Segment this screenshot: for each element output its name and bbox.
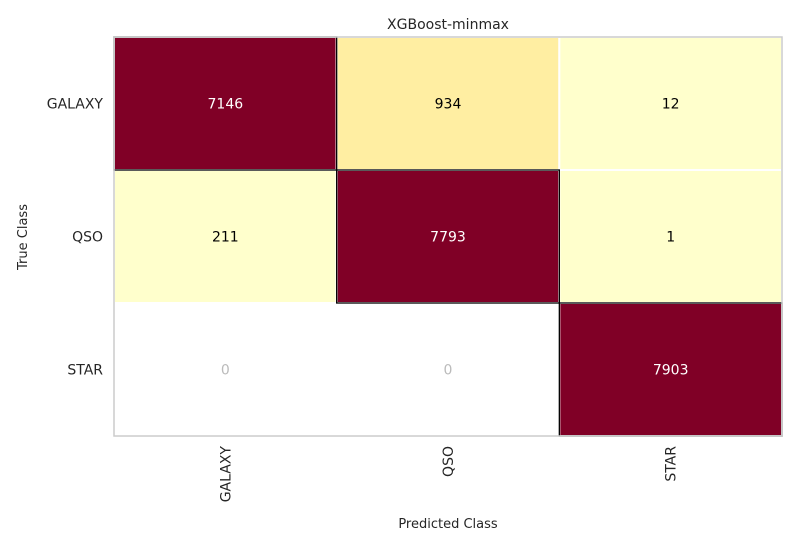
cell-label: 7903 bbox=[653, 363, 689, 379]
cell-label: 0 bbox=[221, 363, 230, 379]
heatmap-cells bbox=[113, 36, 783, 437]
diagonal-border bbox=[336, 169, 560, 304]
cell-qso-qso bbox=[335, 169, 561, 304]
y-tick-label: STAR bbox=[67, 363, 103, 379]
cell-label: 7146 bbox=[208, 97, 244, 113]
plot-frame bbox=[113, 36, 783, 437]
tick-labels: GALAXY QSO STAR GALAXY QSO STAR bbox=[47, 97, 680, 503]
cell-galaxy-galaxy bbox=[113, 36, 338, 171]
cell-label: 7793 bbox=[430, 230, 466, 246]
cell-label: 934 bbox=[435, 97, 462, 113]
x-tick-label: STAR bbox=[664, 446, 680, 482]
cell-label: 1 bbox=[666, 230, 675, 246]
cell-galaxy-qso bbox=[335, 36, 561, 171]
y-tick-label: GALAXY bbox=[47, 97, 104, 113]
cell-label: 0 bbox=[444, 363, 453, 379]
y-tick-label: QSO bbox=[72, 230, 103, 246]
x-axis-label: Predicted Class bbox=[398, 517, 498, 532]
y-axis-label: True Class bbox=[16, 204, 31, 271]
chart-title: XGBoost-minmax bbox=[387, 17, 509, 33]
cell-qso-star bbox=[558, 169, 783, 304]
x-tick-label: QSO bbox=[441, 446, 457, 477]
cell-label: 12 bbox=[662, 97, 680, 113]
x-tick-label: GALAXY bbox=[218, 446, 234, 503]
cell-qso-galaxy bbox=[113, 169, 338, 304]
cell-labels: 7146 934 12 211 7793 1 0 0 7903 bbox=[208, 97, 689, 379]
cell-star-qso bbox=[335, 302, 561, 437]
cell-label: 211 bbox=[212, 230, 239, 246]
